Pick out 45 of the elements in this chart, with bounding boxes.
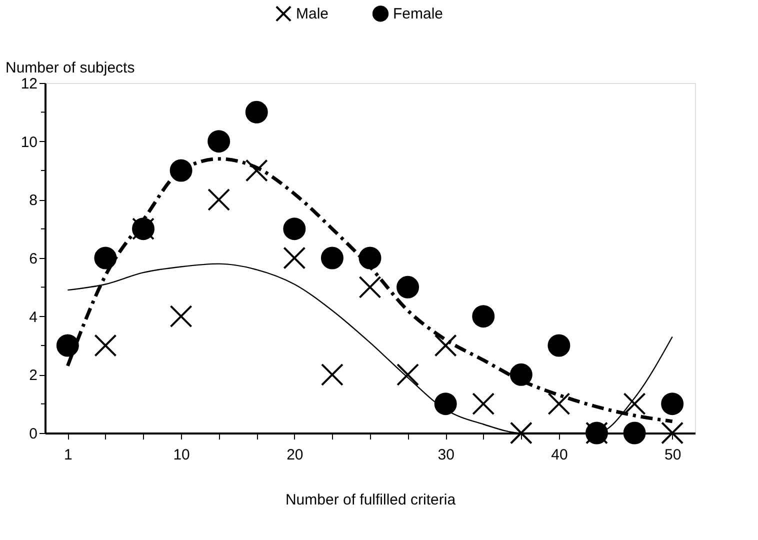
point [245,159,268,182]
point [623,422,646,444]
point [396,276,420,298]
point [320,246,344,270]
point [94,246,117,270]
y-tick-label: 12 [20,76,38,92]
y-tick-label: 2 [29,367,38,384]
point [510,363,532,386]
x-tick-label: 10 [173,446,190,464]
y-tick-label: 0 [29,426,38,442]
x-axis-title: Number of fulfilled criteria [285,492,456,508]
y-tick-label: 8 [29,192,38,210]
point [434,334,457,357]
point [170,159,192,182]
point [358,276,382,298]
point [472,392,495,416]
point [208,188,230,211]
x-tick-label: 20 [286,446,304,464]
point [623,392,646,416]
point [245,100,268,124]
x-tick-label: 50 [664,446,682,464]
point [434,392,457,416]
point [208,130,230,153]
point [170,305,192,328]
legend-label: Female [393,6,444,23]
y-axis-title: Number of subjects [6,60,135,76]
point [396,363,420,386]
point [283,246,306,270]
y-tick-label: 10 [20,134,38,151]
x-tick-label: 30 [438,446,454,464]
point [661,422,684,444]
point [472,305,495,328]
x-tick-label: 1 [64,446,72,464]
y-tick-label: 6 [29,250,38,268]
legend-label: Male [296,6,329,23]
point [661,392,684,416]
point [358,246,382,270]
point [548,392,570,416]
point [56,334,79,357]
x-tick-label: 40 [551,446,568,464]
point [548,334,570,357]
point [94,334,117,357]
y-tick-label: 4 [29,308,38,326]
point [283,218,306,240]
point [320,363,344,386]
